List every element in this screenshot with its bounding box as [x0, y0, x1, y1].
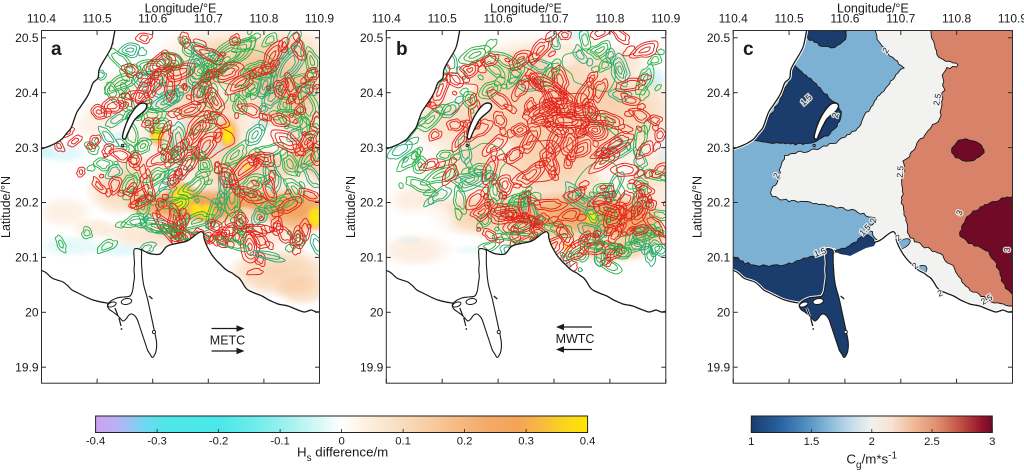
svg-text:19.9: 19.9 [15, 360, 39, 374]
svg-text:b: b [396, 39, 408, 60]
svg-text:0.2: 0.2 [457, 436, 473, 448]
svg-text:20.3: 20.3 [15, 141, 39, 155]
svg-text:20: 20 [370, 306, 384, 320]
svg-text:-0.2: -0.2 [209, 436, 228, 448]
svg-text:20.2: 20.2 [707, 196, 731, 210]
svg-text:20.4: 20.4 [360, 86, 384, 100]
svg-text:Latitude/°N: Latitude/°N [344, 176, 358, 238]
svg-text:20.4: 20.4 [15, 86, 39, 100]
svg-text:20.3: 20.3 [360, 141, 384, 155]
svg-text:MWTC: MWTC [556, 332, 595, 346]
svg-text:110.8: 110.8 [249, 12, 278, 26]
svg-text:20.2: 20.2 [360, 196, 384, 210]
svg-text:20.1: 20.1 [707, 251, 731, 265]
svg-text:Hs difference/m: Hs difference/m [297, 445, 388, 465]
svg-text:110.9: 110.9 [651, 12, 680, 26]
svg-text:110.4: 110.4 [27, 12, 56, 26]
svg-text:0: 0 [338, 436, 344, 448]
svg-text:0.4: 0.4 [580, 436, 596, 448]
svg-text:2: 2 [868, 217, 879, 224]
svg-text:110.9: 110.9 [998, 12, 1024, 26]
svg-text:-0.4: -0.4 [86, 436, 105, 448]
svg-text:110.6: 110.6 [138, 12, 167, 26]
svg-text:0.1: 0.1 [395, 436, 411, 448]
svg-text:2: 2 [869, 436, 875, 448]
svg-text:c: c [743, 39, 754, 60]
svg-text:Latitude/°N: Latitude/°N [0, 176, 13, 238]
svg-text:110.7: 110.7 [886, 12, 915, 26]
svg-text:19.9: 19.9 [360, 360, 384, 374]
svg-text:110.9: 110.9 [305, 12, 334, 26]
svg-text:20.5: 20.5 [360, 31, 384, 45]
svg-text:20.2: 20.2 [15, 196, 39, 210]
svg-text:110.7: 110.7 [539, 12, 568, 26]
svg-text:20.1: 20.1 [15, 251, 39, 265]
svg-text:110.4: 110.4 [719, 12, 748, 26]
svg-text:20: 20 [717, 306, 731, 320]
svg-text:2.5: 2.5 [895, 165, 906, 178]
svg-text:1.5: 1.5 [804, 436, 820, 448]
svg-text:2: 2 [936, 288, 944, 299]
svg-text:Longitude/°E: Longitude/°E [145, 2, 217, 16]
svg-text:0.3: 0.3 [518, 436, 534, 448]
svg-text:2: 2 [771, 171, 782, 180]
svg-text:110.8: 110.8 [595, 12, 624, 26]
svg-text:110.5: 110.5 [83, 12, 112, 26]
svg-text:METC: METC [210, 334, 245, 348]
svg-text:Longitude/°E: Longitude/°E [490, 2, 562, 16]
svg-text:110.7: 110.7 [194, 12, 223, 26]
svg-text:Longitude/°E: Longitude/°E [837, 2, 909, 16]
svg-text:Latitude/°N: Latitude/°N [691, 176, 705, 238]
svg-text:20.4: 20.4 [707, 86, 731, 100]
svg-text:20.5: 20.5 [15, 31, 39, 45]
svg-text:2.5: 2.5 [931, 93, 943, 107]
svg-text:-0.1: -0.1 [270, 436, 289, 448]
svg-text:20.3: 20.3 [707, 141, 731, 155]
svg-text:20.1: 20.1 [360, 251, 384, 265]
svg-text:-0.3: -0.3 [147, 436, 166, 448]
svg-text:20: 20 [25, 306, 39, 320]
svg-text:110.5: 110.5 [428, 12, 457, 26]
svg-text:2: 2 [830, 111, 841, 118]
svg-text:110.8: 110.8 [942, 12, 971, 26]
svg-text:1: 1 [748, 436, 754, 448]
svg-text:3: 3 [989, 436, 995, 448]
svg-text:20.5: 20.5 [707, 31, 731, 45]
svg-text:3: 3 [954, 208, 965, 217]
svg-text:3: 3 [1002, 247, 1012, 253]
svg-text:110.4: 110.4 [372, 12, 401, 26]
svg-text:2.5: 2.5 [924, 436, 940, 448]
svg-text:110.6: 110.6 [484, 12, 513, 26]
svg-text:19.9: 19.9 [707, 360, 731, 374]
svg-text:110.5: 110.5 [775, 12, 804, 26]
svg-text:a: a [51, 39, 62, 60]
svg-text:110.6: 110.6 [830, 12, 859, 26]
